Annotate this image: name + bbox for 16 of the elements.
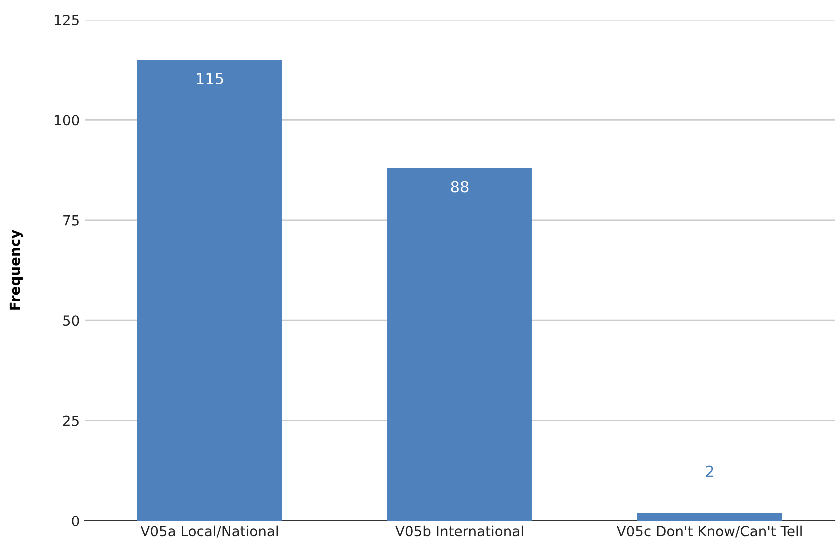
- x-tick-label: V05c Don't Know/Can't Tell: [616, 526, 802, 538]
- y-tick-label: 0: [72, 516, 80, 526]
- y-axis-title: Frequency: [10, 230, 24, 310]
- x-tick-label: V05b International: [396, 526, 524, 537]
- bar: [138, 60, 282, 521]
- bar: [638, 512, 782, 521]
- y-tick-label: 50: [64, 316, 80, 326]
- bar: [388, 168, 532, 521]
- x-tick-label: V05a Local/National: [140, 526, 278, 538]
- data-label: 115: [197, 73, 224, 85]
- y-tick-label: 25: [63, 416, 79, 426]
- data-label: 2: [706, 466, 714, 478]
- y-tick-label: 75: [64, 216, 79, 226]
- y-tick-label: 125: [55, 14, 79, 26]
- y-tick-label: 100: [55, 115, 80, 126]
- data-label: 88: [451, 181, 469, 193]
